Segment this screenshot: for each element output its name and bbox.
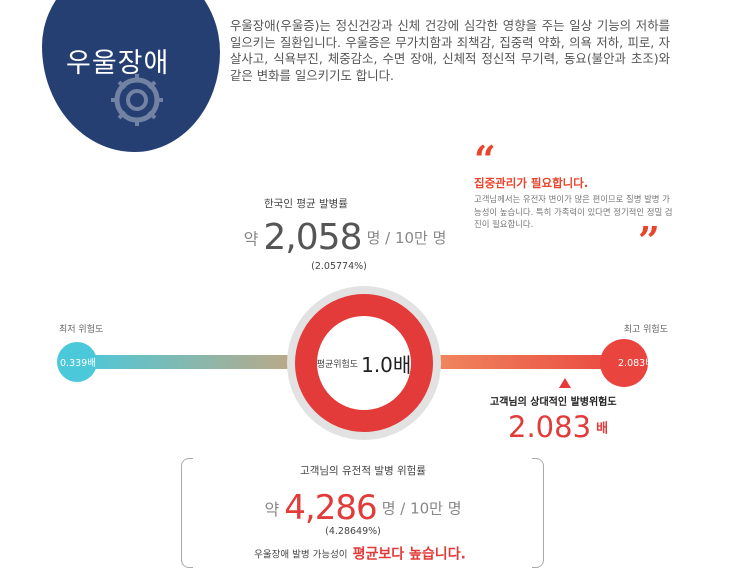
quote-title: 집중관리가 필요합니다. [474,176,589,190]
average-risk-ring: 평균위험도 1.0배 [287,286,441,440]
relative-risk-unit: 배 [596,421,609,437]
center-risk-label: 평균위험도 [316,359,359,370]
ring-text: 평균위험도 1.0배 [287,286,441,440]
conclusion-emphasis: 평균보다 높습니다. [352,546,466,563]
average-unit: 명 / 10만 명 [366,229,447,247]
relative-risk-marker-icon [559,378,571,388]
average-prefix: 약 [243,229,259,249]
customer-prefix: 약 [264,500,280,519]
average-percent: (2.05774%) [311,261,367,272]
conclusion-row: 우울장애 발병 가능성이 평균보다 높습니다. [0,543,720,564]
risk-bar-low [80,355,300,369]
min-risk-label: 최저 위험도 [59,325,104,335]
relative-risk-value: 2.083 [508,410,592,444]
average-label: 한국인 평균 발병률 [264,198,348,210]
quote-open-mark: “ [474,137,496,182]
customer-percent: (4.28649%) [325,526,381,537]
gear-brain-icon [111,74,163,126]
conclusion-prefix: 우울장애 발병 가능성이 [254,549,348,561]
description-text: 우울장애(우울증)는 정신건강과 신체 건강에 심각한 영향을 주는 일상 기능… [230,18,670,83]
average-value-row: 약 2,058 명 / 10만 명 [0,217,690,258]
max-risk-value: 2.083배 [618,358,654,369]
relative-risk-row: 2.083 배 [508,410,608,444]
quote-body: 고객님께서는 유전자 변이가 많은 편이므로 질병 발병 가능성이 높습니다. … [474,194,673,229]
customer-value: 4,286 [284,488,377,528]
quote-close-mark: ” [638,218,660,263]
risk-bar-high [420,355,630,369]
average-value: 2,058 [263,217,362,258]
customer-unit: 명 / 10만 명 [381,499,462,518]
customer-value-row: 약 4,286 명 / 10만 명 [0,488,726,528]
max-risk-dot [600,339,648,387]
customer-label: 고객님의 유전적 발병 위험률 [300,465,426,477]
bracket-right [532,458,544,568]
bracket-left [181,458,193,568]
center-risk-value: 1.0배 [361,352,412,377]
page-title: 우울장애 [66,48,170,79]
min-risk-dot [57,342,97,382]
max-risk-label: 최고 위험도 [623,325,668,335]
min-risk-value: 0.339배 [60,358,96,369]
relative-risk-label: 고객님의 상대적인 발병위험도 [490,397,617,408]
